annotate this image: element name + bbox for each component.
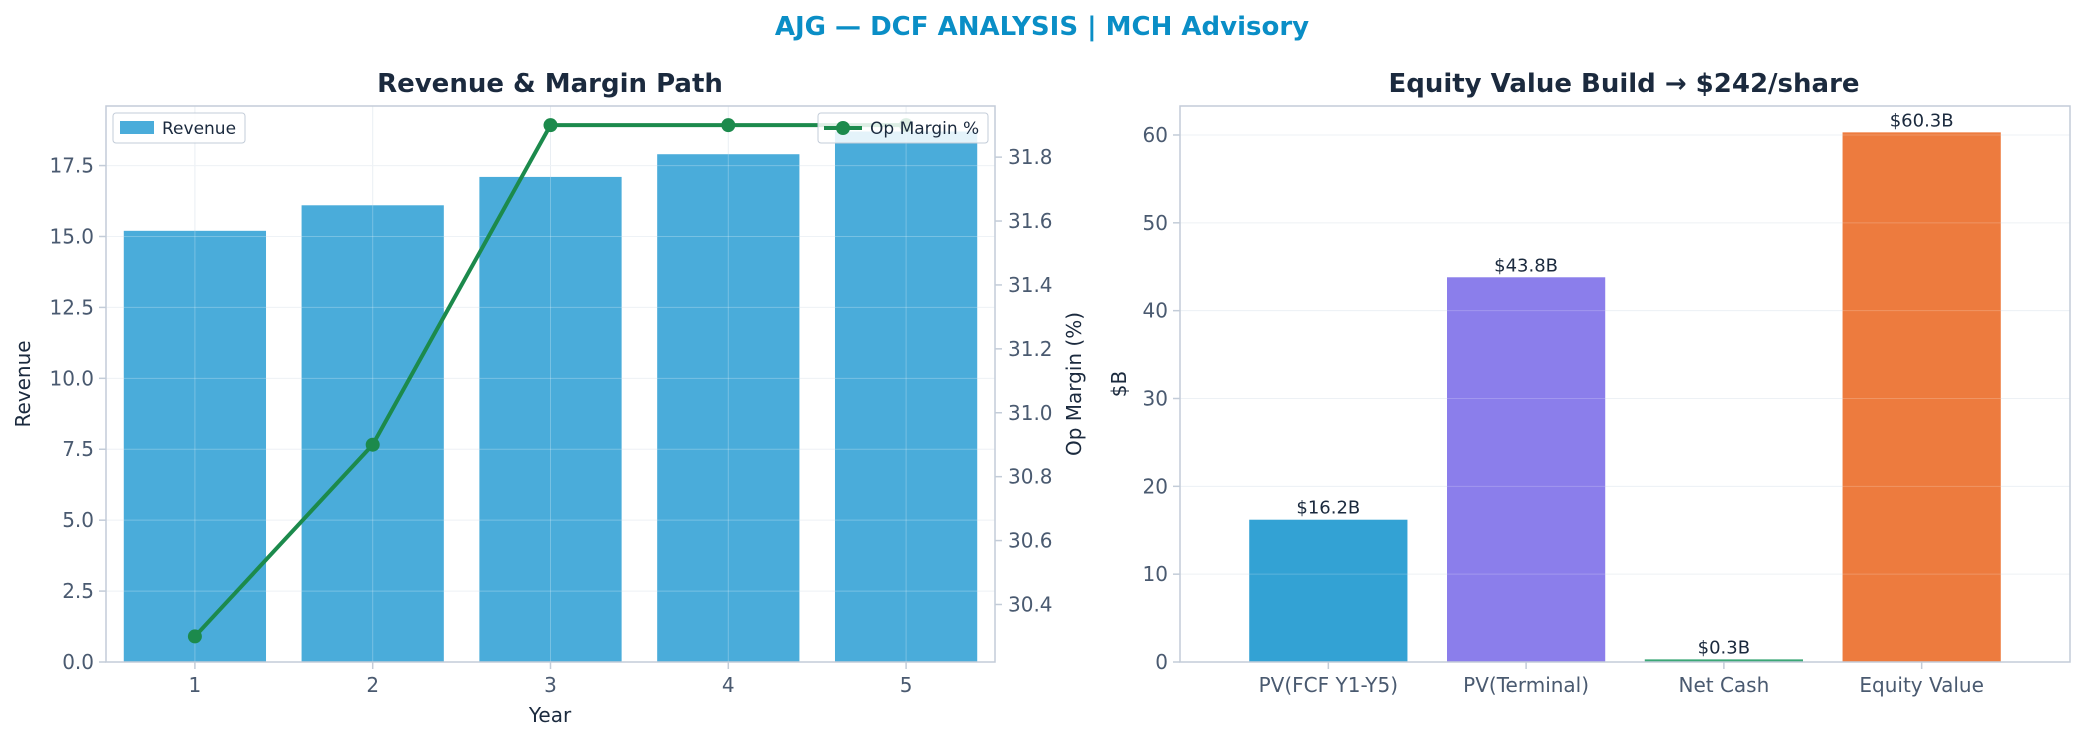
margin-y-tick-label: 30.4 [1008,592,1053,616]
equity-y-tick-label: 60 [1143,123,1168,147]
equity-build-chart: Equity Value Build → $242/share $B 0 10 20… [1107,69,2071,697]
equity-y-tick-label: 50 [1143,211,1168,235]
margin-y-tick-label: 31.6 [1008,209,1053,233]
revenue-y-tick-label: 0.0 [62,650,94,674]
revenue-y-tick-label: 2.5 [62,579,94,603]
margin-y-tick-label: 30.6 [1008,529,1053,553]
revenue-y-tick-label: 12.5 [49,295,94,319]
equity-x-tick-label: PV(FCF Y1-Y5) [1259,673,1398,697]
revenue-y-tick-label: 15.0 [49,224,94,248]
margin-legend-box [817,112,989,144]
revenue-x-axis-label: Year [528,703,572,727]
equity-x-tick-label: Net Cash [1678,673,1769,697]
equity-value-label: $0.3B [1698,637,1750,658]
revenue-y-tick-label: 10.0 [49,366,94,390]
equity-plot-frame [1179,105,2071,663]
equity-y-axis-label: $B [1107,371,1131,397]
revenue-legend-box [112,112,246,144]
equity-y-tick-label: 30 [1143,386,1168,410]
margin-y-tick-label: 31.8 [1008,145,1053,169]
equity-bar [1644,659,1803,662]
equity-x-tick-label: PV(Terminal) [1463,673,1589,697]
equity-y-tick-label: 0 [1155,650,1168,674]
equity-bar [1447,277,1606,662]
revenue-bar [479,176,622,662]
equity-chart-title: Equity Value Build → $242/share [1388,69,1859,99]
revenue-bar [123,230,267,662]
margin-legend-label: Op Margin % [870,119,979,139]
revenue-legend-label: Revenue [162,119,236,139]
revenue-bar [834,131,978,662]
op-margin-point [187,629,202,644]
equity-value-label: $16.2B [1296,498,1360,519]
margin-y-tick-label: 30.8 [1008,465,1053,489]
revenue-x-tick-label: 4 [722,673,735,697]
op-margin-point [721,118,736,133]
margin-y-tick-label: 31.4 [1008,273,1053,297]
margin-y-tick-label: 31.0 [1008,401,1053,425]
revenue-y-tick-label: 17.5 [49,154,94,178]
op-margin-point [543,118,558,133]
equity-value-label: $60.3B [1890,110,1954,131]
equity-y-tick-label: 40 [1143,299,1168,323]
op-margin-point [365,437,380,452]
equity-x-tick-label: Equity Value [1859,673,1984,697]
revenue-x-tick-label: 2 [366,673,379,697]
margin-legend-marker [836,121,850,135]
revenue-bar [657,154,800,662]
equity-bar [1842,132,2001,662]
revenue-bar [301,205,444,663]
revenue-y-tick-label: 5.0 [62,508,94,532]
equity-bar [1249,519,1408,662]
equity-y-tick-label: 20 [1143,474,1168,498]
equity-value-label: $43.8B [1494,255,1558,276]
revenue-y-axis-label: Revenue [11,340,35,427]
equity-y-tick-label: 10 [1143,562,1168,586]
revenue-legend-swatch [120,121,154,134]
figure-title: AJG — DCF ANALYSIS | MCH Advisory [775,12,1309,42]
revenue-x-tick-label: 5 [900,673,913,697]
revenue-chart-title: Revenue & Margin Path [377,69,723,99]
revenue-x-tick-label: 3 [544,673,557,697]
margin-y-tick-label: 31.2 [1008,337,1053,361]
revenue-x-tick-label: 1 [189,673,202,697]
revenue-margin-chart: Revenue & Margin Path Year Revenue Op Ma… [11,69,1086,727]
margin-y-axis-label: Op Margin (%) [1062,312,1086,456]
revenue-y-tick-label: 7.5 [62,437,94,461]
